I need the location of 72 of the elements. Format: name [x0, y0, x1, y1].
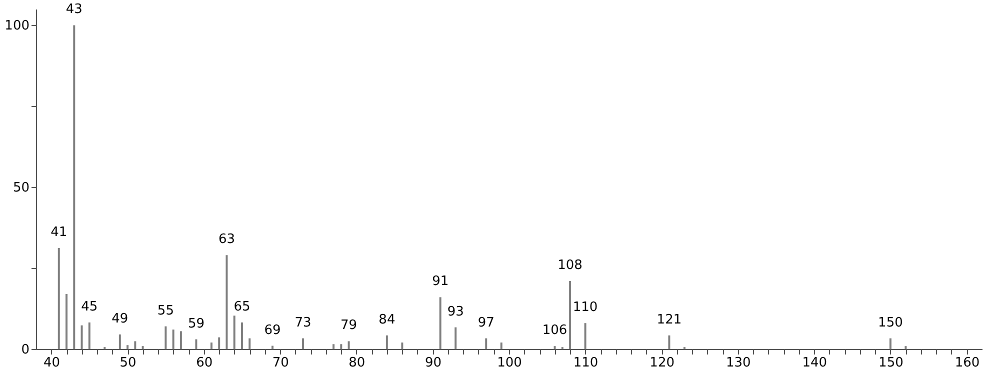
bar	[569, 281, 572, 349]
annotation: 43	[66, 2, 82, 18]
bar	[226, 255, 228, 349]
annotation: 63	[218, 232, 235, 248]
annotation: 121	[656, 312, 682, 328]
annotation: 97	[478, 315, 494, 330]
annotation: 150	[878, 315, 903, 330]
bar	[386, 335, 388, 349]
bar	[118, 334, 121, 349]
bar	[240, 322, 243, 349]
bar	[233, 316, 236, 349]
annotation: 49	[112, 311, 128, 326]
bar	[340, 344, 342, 349]
bar	[180, 331, 182, 349]
bar	[88, 322, 90, 349]
x-tick-label: 120	[650, 356, 674, 370]
annotation: 108	[558, 258, 582, 273]
bar	[164, 326, 167, 349]
bar	[554, 346, 556, 349]
x-tick-label: 80	[348, 356, 366, 370]
annotation: 110	[572, 300, 598, 316]
x-tick-label: 40	[43, 356, 60, 370]
annotation: 69	[264, 322, 281, 338]
bar	[73, 25, 76, 349]
x-tick-label: 150	[878, 356, 904, 370]
y-tick-label: 0	[21, 342, 30, 358]
bar	[126, 345, 129, 349]
bar	[348, 341, 350, 349]
y-tick-label: 100	[4, 18, 30, 34]
annotation: 59	[188, 316, 204, 332]
bar	[485, 338, 488, 349]
bar	[454, 327, 457, 349]
annotation: 41	[50, 224, 68, 240]
bar	[401, 342, 404, 349]
annotation: 65	[234, 299, 250, 314]
bar	[332, 344, 335, 349]
bar	[904, 346, 907, 349]
annotation: 91	[432, 274, 449, 290]
bar	[210, 342, 212, 349]
bar	[195, 339, 198, 349]
bar	[272, 346, 274, 349]
y-tick-label: 50	[12, 180, 30, 196]
bar	[80, 325, 83, 349]
x-tick-label: 90	[424, 356, 442, 370]
bar	[172, 330, 174, 349]
bar	[248, 338, 251, 349]
bar	[142, 346, 144, 349]
annotation: 55	[157, 303, 174, 318]
bar	[584, 323, 586, 349]
bar	[668, 335, 670, 349]
annotation: 84	[378, 312, 396, 328]
bar	[889, 338, 892, 349]
bar	[302, 338, 304, 349]
x-tick-label: 60	[196, 356, 213, 370]
x-tick-label: 50	[120, 356, 136, 370]
annotation: 93	[447, 304, 464, 320]
x-tick-label: 140	[802, 356, 828, 370]
x-tick-label: 110	[573, 356, 598, 370]
bar	[66, 294, 68, 349]
x-tick-label: 160	[954, 356, 980, 370]
bar	[58, 248, 60, 349]
x-tick-label: 70	[272, 356, 289, 370]
annotation: 73	[294, 315, 312, 330]
bar	[218, 337, 220, 349]
bar	[500, 342, 502, 349]
annotation: 45	[81, 299, 98, 314]
bar	[134, 341, 136, 349]
bar	[439, 297, 442, 349]
annotation: 79	[340, 318, 358, 334]
x-tick-label: 130	[726, 356, 751, 370]
annotation: 106	[542, 323, 568, 338]
x-tick-label: 100	[497, 356, 522, 370]
